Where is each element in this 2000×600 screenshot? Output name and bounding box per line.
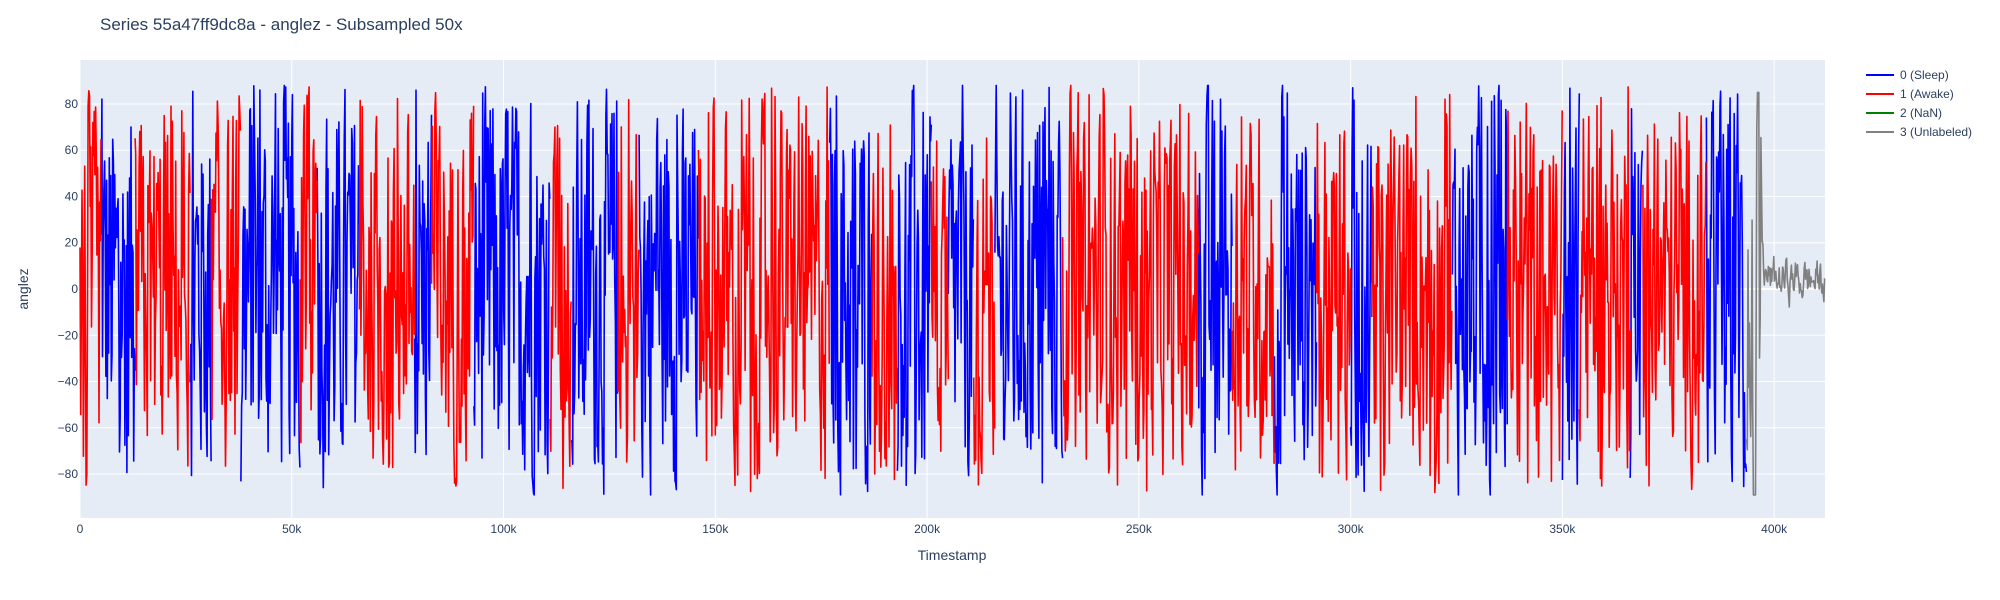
y-tick-label: 20 [65, 236, 79, 250]
legend-label: 2 (NaN) [1900, 106, 1942, 120]
series-line-0 [100, 98, 136, 474]
series-lines [79, 84, 1826, 496]
series-line-1 [210, 95, 242, 467]
series-line-1 [617, 98, 640, 463]
y-tick-label: 80 [65, 97, 79, 111]
x-tick-label: 50k [282, 522, 302, 536]
series-line-1 [1642, 111, 1707, 491]
y-tick-label: 60 [65, 143, 79, 157]
x-axis-ticks: 0 50k 100k 150k 200k 250k 300k 350k 400k [77, 522, 1789, 536]
series-line-1 [1231, 116, 1275, 471]
series-line-0 [413, 89, 433, 456]
series-line-1 [134, 105, 191, 467]
series-line-0 [240, 84, 301, 482]
legend: 0 (Sleep) 1 (Awake) 2 (NaN) 3 (Unlabeled) [1866, 68, 1972, 139]
series-line-0 [1197, 84, 1233, 496]
series-line-0 [1561, 87, 1581, 485]
x-tick-label: 250k [1126, 522, 1153, 536]
y-tick-label: −80 [58, 467, 79, 481]
legend-label: 3 (Unlabeled) [1900, 125, 1972, 139]
x-tick-label: 300k [1338, 522, 1365, 536]
x-tick-label: 200k [914, 522, 941, 536]
legend-item[interactable]: 1 (Awake) [1866, 87, 1954, 101]
series-line-1 [1506, 102, 1563, 484]
series-line-0 [1349, 87, 1373, 493]
legend-label: 0 (Sleep) [1900, 68, 1949, 82]
series-line-0 [189, 90, 212, 477]
legend-label: 1 (Awake) [1900, 87, 1954, 101]
series-line-1 [1578, 86, 1631, 487]
legend-item[interactable]: 0 (Sleep) [1866, 68, 1949, 82]
y-tick-label: −20 [58, 328, 79, 342]
series-line-1 [1315, 122, 1352, 481]
series-line-0 [828, 95, 873, 496]
y-tick-label: −40 [58, 375, 79, 389]
series-line-0 [1705, 90, 1748, 488]
series-line-1 [972, 137, 996, 486]
y-tick-label: 0 [71, 282, 78, 296]
x-tick-label: 100k [491, 522, 518, 536]
series-line-1 [358, 97, 416, 469]
series-line-0 [316, 88, 360, 489]
x-tick-label: 400k [1761, 522, 1788, 536]
x-tick-label: 150k [702, 522, 729, 536]
y-tick-label: −60 [58, 421, 79, 435]
series-line-0 [1273, 84, 1318, 496]
series-line-0 [1629, 108, 1644, 478]
series-line-1 [697, 86, 831, 493]
chart-title: Series 55a47ff9dc8a - anglez - Subsample… [100, 15, 463, 34]
series-line-0 [1451, 84, 1508, 496]
series-line-1 [79, 90, 102, 486]
series-line-1 [549, 124, 572, 490]
series-line-0 [638, 108, 699, 496]
x-axis-title: Timestamp [918, 547, 987, 563]
y-tick-label: 40 [65, 189, 79, 203]
series-line-0 [473, 86, 551, 496]
series-line-1 [930, 140, 950, 453]
y-axis-title: anglez [15, 268, 31, 309]
series-line-0 [570, 88, 619, 495]
series-line-0 [947, 84, 975, 477]
x-tick-label: 350k [1549, 522, 1576, 536]
legend-item[interactable]: 3 (Unlabeled) [1866, 125, 1972, 139]
series-line-1 [299, 86, 318, 444]
series-line-1 [871, 124, 898, 481]
y-axis-ticks: −80 −60 −40 −20 0 20 40 60 80 [58, 97, 79, 481]
series-line-1 [1371, 93, 1453, 494]
series-line-3 [1745, 91, 1826, 496]
series-line-1 [1061, 84, 1199, 492]
x-tick-label: 0 [77, 522, 84, 536]
legend-item[interactable]: 2 (NaN) [1866, 106, 1942, 120]
series-line-1 [430, 91, 475, 487]
series-line-0 [994, 84, 1064, 484]
series-line-0 [896, 84, 933, 487]
